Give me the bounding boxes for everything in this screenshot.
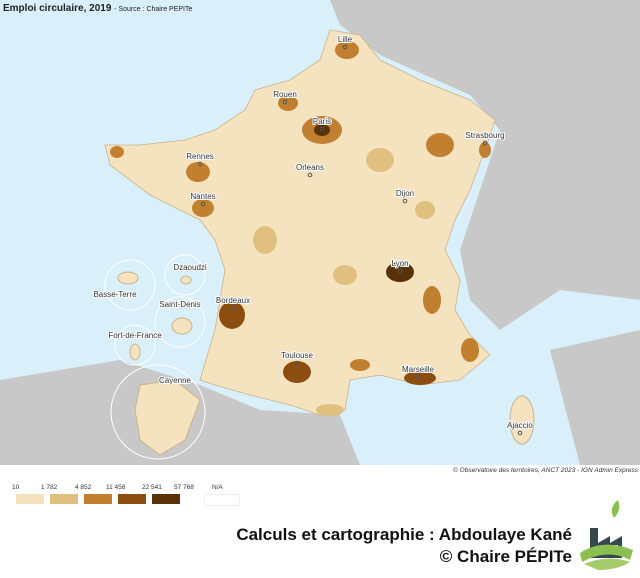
- city-label: Bordeaux: [216, 296, 250, 305]
- city-label: Nantes: [190, 192, 215, 201]
- city-label: Dzaoudzi: [173, 263, 207, 272]
- city-dot: [402, 198, 408, 204]
- city-label: Lille: [338, 35, 353, 44]
- neighbour-land: [330, 0, 640, 330]
- city-dot: [294, 360, 300, 366]
- city-label: Basse-Terre: [93, 290, 137, 299]
- legend-swatch: [16, 494, 44, 504]
- city-label: Cayenne: [159, 376, 192, 385]
- city-label: Lyon: [391, 259, 408, 268]
- city-label: Rennes: [186, 152, 214, 161]
- legend-swatch: [50, 494, 78, 504]
- city-dot: [517, 430, 523, 436]
- city-dot: [307, 172, 313, 178]
- signature: Calculs et cartographie : Abdoulaye Kané…: [236, 524, 572, 568]
- legend-break: 57 768: [174, 484, 194, 491]
- overseas-insets: [104, 254, 206, 460]
- legend-break: 4 852: [75, 484, 92, 491]
- corsica: [509, 395, 535, 445]
- city-dot: [282, 99, 288, 105]
- city-dot: [415, 374, 421, 380]
- city-label: Rouen: [273, 90, 297, 99]
- city-dot: [319, 126, 325, 132]
- city-label: Dijon: [396, 189, 414, 198]
- choropleth-highlights: [110, 41, 491, 416]
- italy-land: [550, 330, 640, 465]
- city-label: Fort-de-France: [108, 331, 162, 340]
- legend-swatch: [118, 494, 146, 504]
- signature-line2: © Chaire PÉPITe: [439, 547, 572, 566]
- signature-line1: Calculs et cartographie : Abdoulaye Kané: [236, 525, 572, 544]
- city-label: Toulouse: [281, 351, 314, 360]
- map-title: Emploi circulaire, 2019 - Source : Chair…: [3, 3, 192, 14]
- city-dot: [482, 140, 488, 146]
- legend-break: 11 458: [106, 484, 126, 491]
- city-label: Strasbourg: [465, 131, 504, 140]
- city-label: Marseille: [402, 365, 435, 374]
- city-dot: [200, 201, 206, 207]
- pepite-logo: [580, 500, 633, 570]
- france-mainland: [104, 29, 496, 416]
- city-dot: [342, 44, 348, 50]
- legend-break: 22 541: [142, 484, 162, 491]
- legend-na-label: N/A: [212, 484, 223, 491]
- legend-break: 1 782: [41, 484, 58, 491]
- title-text: Emploi circulaire, 2019: [3, 3, 112, 14]
- legend-na-swatch: [204, 494, 240, 506]
- city-label: Orleans: [296, 163, 324, 172]
- city-label: Ajaccio: [507, 421, 533, 430]
- city-label: Saint-Denis: [159, 300, 200, 309]
- map-credit: © Observatoire des territoires, ANCT 202…: [453, 467, 638, 474]
- source-text: - Source : Chaire PEPITe: [114, 6, 193, 13]
- legend-swatch: [152, 494, 180, 504]
- city-dot: [230, 305, 236, 311]
- city-dot: [397, 268, 403, 274]
- city-dot: [197, 161, 203, 167]
- city-label: Paris: [313, 117, 331, 126]
- legend-break: 10: [12, 484, 20, 491]
- legend-swatch: [84, 494, 112, 504]
- map: Lille Rouen Paris Strasbourg Rennes Orleans Na…: [0, 0, 640, 465]
